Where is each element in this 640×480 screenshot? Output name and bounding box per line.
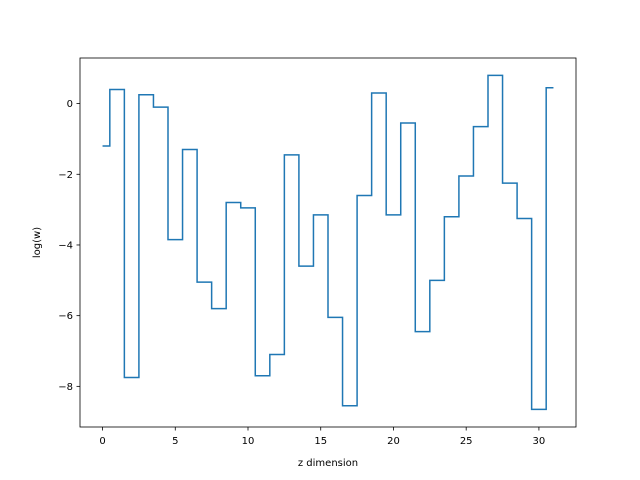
y-tick-label: −4 [58,240,73,251]
y-tick-label: −2 [58,170,73,181]
x-tick-label: 30 [533,436,546,447]
x-tick-label: 25 [460,436,473,447]
x-axis-label: z dimension [298,458,358,469]
y-tick-label: −6 [58,311,73,322]
x-tick-label: 10 [242,436,255,447]
x-tick-label: 15 [314,436,327,447]
y-tick-label: 0 [67,99,73,110]
plot-area [102,74,554,411]
axes-frame [79,57,577,428]
y-axis-label: log(w) [32,227,43,258]
axes: 0 5 10 15 20 25 30 −8 −6 −4 −2 0 [58,57,577,447]
y-tick-label: −8 [58,382,73,393]
series-line-0 [102,74,554,411]
x-tick-label: 0 [99,436,105,447]
x-tick-label: 5 [172,436,178,447]
x-tick-label: 20 [387,436,400,447]
